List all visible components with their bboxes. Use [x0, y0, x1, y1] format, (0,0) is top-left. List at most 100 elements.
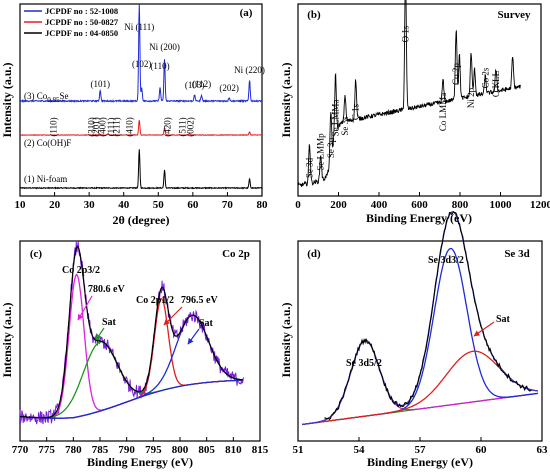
- peak-annotation: Se 3d: [305, 157, 315, 178]
- panel-c: 770 775 780 785 790 795 800 805 810 815 (c) Co 2p…: [0, 240, 269, 469]
- x-tick-label: 810: [225, 444, 242, 456]
- d-ann-sat: Sat: [496, 314, 511, 325]
- panel-a-x-ticks: 10 20 30 40 50 60 70 80: [15, 192, 269, 211]
- peak-annotation: O KLL: [491, 71, 501, 97]
- x-tick-label: 400: [371, 199, 388, 211]
- x-tick-label: 815: [252, 444, 269, 456]
- x-tick-label: 80: [257, 199, 269, 211]
- fit-component-3: [301, 350, 538, 426]
- x-tick-label: 0: [295, 199, 301, 211]
- panel-b-xlabel: Binding Energy (eV): [366, 211, 472, 225]
- panel-b-ylabel: Intensity (a.u.): [279, 62, 293, 137]
- panel-a-annotations: Ni (111)Ni (200)Ni (220)(101)(102)(110)(…: [48, 22, 265, 137]
- panel-a-legend: JCPDF no : 52-1008 JCPDF no : 50-0827 JC…: [24, 6, 119, 38]
- x-tick-label: 30: [84, 199, 96, 211]
- panel-d-ylabel: Intensity (a.u.): [279, 302, 293, 377]
- panel-c-label: (c): [30, 248, 43, 260]
- raw-spectrum: [19, 241, 244, 425]
- panel-a-label: (a): [240, 7, 253, 19]
- peak-annotation: (002): [186, 117, 196, 137]
- panel-c-frame: [19, 240, 261, 442]
- peak-annotation: Ni (111): [124, 22, 154, 32]
- peak-annotation: (101): [90, 79, 110, 89]
- x-tick-label: 40: [118, 199, 130, 211]
- x-tick-label: 600: [411, 199, 428, 211]
- peak-annotation: Co LMMa: [438, 93, 448, 131]
- panel-b-label: (b): [307, 9, 321, 21]
- panel-c-ylabel: Intensity (a.u.): [0, 302, 14, 377]
- x-tick-label: 60: [187, 199, 199, 211]
- peak-annotation: (103): [185, 80, 205, 90]
- peak-annotation: (111): [106, 118, 116, 137]
- x-tick-label: 50: [153, 199, 165, 211]
- c-arrow-7806: [77, 295, 93, 321]
- panel-a-xlabel: 2θ (degree): [112, 213, 169, 227]
- panel-b-title: Survey: [498, 9, 532, 21]
- d-arrow-sat: [473, 321, 495, 337]
- panel-d-frame: [297, 240, 543, 442]
- peak-annotation: Co 2p: [451, 63, 461, 85]
- panel-a-plot: [19, 4, 263, 190]
- panel-b: 0 200 400 600 800 1000 1200 (b) Survey Binding…: [279, 0, 550, 225]
- background-line: [19, 379, 243, 419]
- legend-entry-1: JCPDF no : 52-1008: [45, 6, 118, 16]
- x-tick-label: 790: [118, 444, 135, 456]
- x-tick-label: 60: [476, 444, 488, 456]
- fit-component-2: [19, 341, 243, 419]
- peak-annotation: C 1s: [351, 103, 361, 120]
- panel-d-x-ticks: 51 54 57 60 63: [293, 437, 548, 456]
- x-tick-label: 800: [452, 199, 469, 211]
- x-tick-label: 57: [415, 444, 427, 456]
- peak-annotation: (511): [177, 117, 187, 136]
- x-tick-label: 785: [92, 444, 109, 456]
- c-ann-7965: 796.5 eV: [181, 295, 218, 306]
- series-label-2: (2) Co(OH)F: [24, 138, 71, 148]
- x-tick-label: 780: [65, 444, 82, 456]
- panel-b-x-ticks: 0 200 400 600 800 1000 1200: [295, 192, 550, 211]
- peak-annotation: (112): [192, 79, 211, 89]
- series-line-3: [20, 4, 263, 104]
- x-tick-label: 805: [198, 444, 215, 456]
- peak-annotation: Co 2s: [480, 67, 490, 88]
- panel-c-x-ticks: 770 775 780 785 790 795 800 805 810 815: [12, 437, 269, 456]
- peak-annotation: Ni 2p: [466, 87, 476, 108]
- x-tick-label: 770: [12, 444, 29, 456]
- c-ann-7806: 780.6 eV: [88, 284, 125, 295]
- panel-b-plot: [297, 0, 521, 187]
- c-arrow-sat2: [187, 328, 200, 345]
- c-arrow-7965: [163, 306, 183, 326]
- panel-d-plot: [301, 211, 539, 426]
- c-ann-sat2: Sat: [199, 318, 214, 329]
- raw-spectrum: [324, 211, 533, 421]
- peak-annotation: (400): [98, 117, 108, 137]
- x-tick-label: 1000: [490, 199, 513, 211]
- series-line-2: [20, 120, 263, 136]
- legend-entry-3: JCPDF no : 04-0850: [45, 28, 118, 38]
- series-label-1: (1) Ni-foam: [24, 174, 67, 184]
- peak-annotation: (420): [162, 117, 172, 137]
- envelope-fit: [19, 245, 243, 419]
- x-tick-label: 200: [330, 199, 347, 211]
- x-tick-label: 10: [15, 199, 27, 211]
- peak-annotation: Se LMMa: [330, 100, 340, 137]
- peak-annotation: (211): [112, 117, 122, 136]
- peak-annotation: (410): [124, 117, 134, 137]
- d-ann-3d52: Se 3d5/2: [346, 358, 382, 369]
- panel-c-xlabel: Binding Energy (eV): [87, 455, 193, 469]
- panel-d: 51 54 57 60 63 (d) Se 3d Binding Energy (eV)…: [279, 211, 548, 469]
- x-tick-label: 70: [222, 199, 234, 211]
- peak-annotation: (110): [48, 117, 58, 136]
- peak-annotation: (310): [86, 117, 96, 137]
- panel-c-title: Co 2p: [222, 248, 250, 260]
- peak-annotation: Se LMMp: [316, 133, 326, 171]
- peak-annotation: (202): [219, 83, 239, 93]
- x-tick-label: 54: [354, 444, 366, 456]
- peak-annotation: Se 3p: [326, 137, 336, 158]
- c-arrow-sat1: [95, 327, 105, 341]
- peak-annotation: Se 3s: [340, 116, 350, 136]
- x-tick-label: 795: [145, 444, 162, 456]
- peak-annotation: (110): [150, 61, 169, 71]
- x-tick-label: 800: [172, 444, 189, 456]
